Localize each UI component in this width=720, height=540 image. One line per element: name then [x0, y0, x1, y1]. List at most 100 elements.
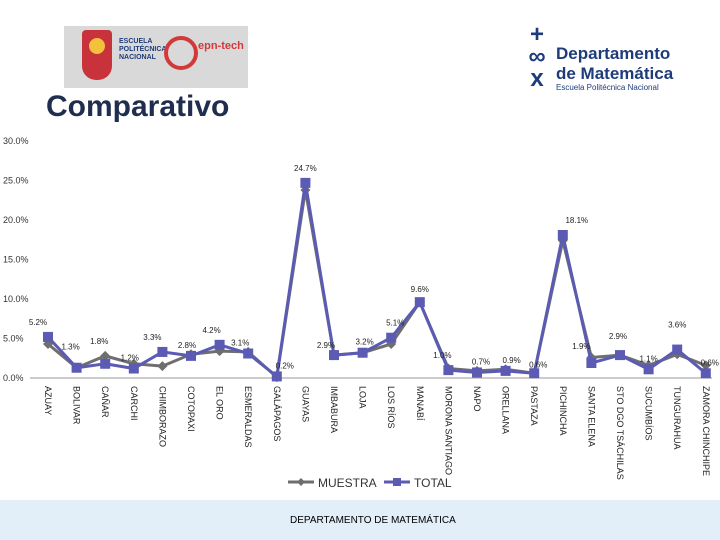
total-point	[300, 177, 311, 188]
data-label: 3.1%	[231, 339, 249, 348]
x-tick-label: STO DGO TSÁCHILAS	[615, 386, 625, 480]
legend-label-muestra: MUESTRA	[318, 476, 377, 490]
x-tick-label: GUAYAS	[300, 386, 310, 422]
muestra-point	[157, 361, 168, 372]
page-title: Comparativo	[46, 90, 230, 123]
line-chart: 0.0% 5.0% 10.0% 15.0% 20.0% 25.0% 30.0% AZUAY BO…	[3, 136, 719, 490]
total-point	[500, 365, 511, 376]
data-label: 1.1%	[639, 354, 657, 363]
total-point	[586, 357, 597, 368]
total-point	[443, 365, 454, 376]
legend-marker-diamond	[297, 478, 305, 486]
departamento-logo: + ∞ x Departamento de Matemática Escuela P…	[520, 21, 674, 94]
data-label: 18.1%	[565, 216, 588, 225]
y-tick-label: 20.0%	[3, 215, 29, 225]
x-tick-label: SANTA ELENA	[586, 386, 596, 447]
epn-logo: ESCUELA POLITÉCNICA NACIONAL epn-tech	[64, 26, 248, 88]
epn-tech-brand: epn-tech	[198, 40, 244, 52]
x-tick-label: NAPO	[472, 386, 482, 412]
total-point	[357, 347, 368, 358]
shield-icon	[82, 30, 112, 80]
epn-tech-circle-icon	[164, 36, 198, 70]
total-point	[186, 350, 196, 361]
x-tick-label: CHIMBORAZO	[157, 386, 167, 447]
muestra-point	[100, 350, 111, 361]
data-label: 0.6%	[701, 358, 719, 367]
x-tick-label: ORELLANA	[501, 386, 511, 434]
data-label: 1.2%	[121, 354, 139, 363]
x-tick-label: PASTAZA	[529, 386, 539, 426]
x-tick-label: ZAMORA CHINCHIPE	[701, 386, 711, 476]
data-label: 9.6%	[411, 285, 429, 294]
data-label: 2.9%	[317, 341, 335, 350]
data-label: 0.9%	[502, 356, 520, 365]
data-label: 3.3%	[143, 333, 161, 342]
series-line-muestra	[47, 189, 707, 381]
data-label: 5.1%	[386, 319, 404, 328]
total-point	[672, 344, 683, 355]
data-label: 3.2%	[355, 338, 373, 347]
total-point	[414, 297, 425, 308]
legend-label-total: TOTAL	[414, 476, 452, 490]
data-label: 1.0%	[433, 351, 451, 360]
total-point	[271, 371, 282, 382]
dept-name-line2: de Matemática	[556, 64, 674, 83]
math-symbol-icon: + ∞ x	[528, 21, 546, 92]
y-tick-label: 30.0%	[3, 136, 29, 146]
muestra-point	[700, 360, 711, 371]
total-point	[615, 350, 625, 361]
data-label: 0.7%	[472, 357, 490, 366]
dept-name-line1: Departamento	[556, 44, 671, 63]
total-point	[43, 331, 53, 342]
data-label: 2.9%	[609, 332, 627, 341]
x-tick-label: MANABÍ	[415, 386, 425, 421]
data-label: 5.2%	[29, 318, 47, 327]
legend-marker-square	[393, 478, 401, 486]
x-tick-label: LOJA	[358, 386, 368, 409]
data-label: 4.2%	[202, 326, 220, 335]
epn-logo-text: ESCUELA POLITÉCNICA NACIONAL	[119, 38, 167, 61]
footer-text: DEPARTAMENTO DE MATEMÁTICA	[290, 515, 456, 526]
y-tick-label: 15.0%	[3, 255, 29, 265]
data-label: 1.3%	[61, 343, 79, 352]
total-point	[386, 332, 397, 343]
y-tick-label: 5.0%	[3, 334, 24, 344]
total-point	[529, 368, 540, 379]
total-point	[214, 339, 225, 350]
dept-name-line3: Escuela Politécnica Nacional	[556, 83, 659, 92]
total-point	[472, 367, 482, 378]
x-tick-label: MORONA SANTIAGO	[443, 386, 453, 475]
x-tick-label: ESMERALDAS	[243, 386, 253, 448]
data-label: 24.7%	[294, 164, 317, 173]
data-label: 2.8%	[178, 341, 196, 350]
x-tick-label: GALÁPAGOS	[272, 386, 282, 441]
y-tick-label: 10.0%	[3, 294, 29, 304]
x-tick-label: IMBABURA	[329, 386, 339, 433]
total-point	[71, 362, 82, 373]
x-tick-label: BOLIVAR	[72, 386, 82, 425]
x-tick-label: CAÑAR	[100, 386, 110, 418]
total-point	[157, 346, 168, 357]
x-tick-label: AZUAY	[43, 386, 53, 415]
x-tick-label: LOS RÍOS	[386, 386, 396, 429]
total-point	[243, 348, 254, 359]
data-label: 3.6%	[668, 321, 686, 330]
data-label: 1.9%	[572, 342, 590, 351]
y-tick-label: 25.0%	[3, 176, 29, 186]
total-point	[643, 364, 654, 375]
y-tick-label: 0.0%	[3, 373, 24, 383]
data-label: 0.2%	[276, 361, 294, 370]
x-tick-label: CARCHI	[129, 386, 139, 421]
total-point	[128, 363, 139, 374]
x-tick-label: EL ORO	[215, 386, 225, 420]
x-tick-label: SUCUMBÍOS	[644, 386, 654, 441]
x-tick-label: TUNGURAHUA	[672, 386, 682, 450]
total-point	[100, 358, 111, 369]
x-tick-label: PICHINCHA	[558, 386, 568, 436]
total-point	[557, 230, 568, 241]
total-point	[700, 368, 711, 379]
data-label: 1.8%	[90, 337, 108, 346]
footer-bar: DEPARTAMENTO DE MATEMÁTICA	[0, 500, 720, 540]
x-tick-label: COTOPAXI	[186, 386, 196, 432]
data-label: 0.6%	[529, 360, 547, 369]
